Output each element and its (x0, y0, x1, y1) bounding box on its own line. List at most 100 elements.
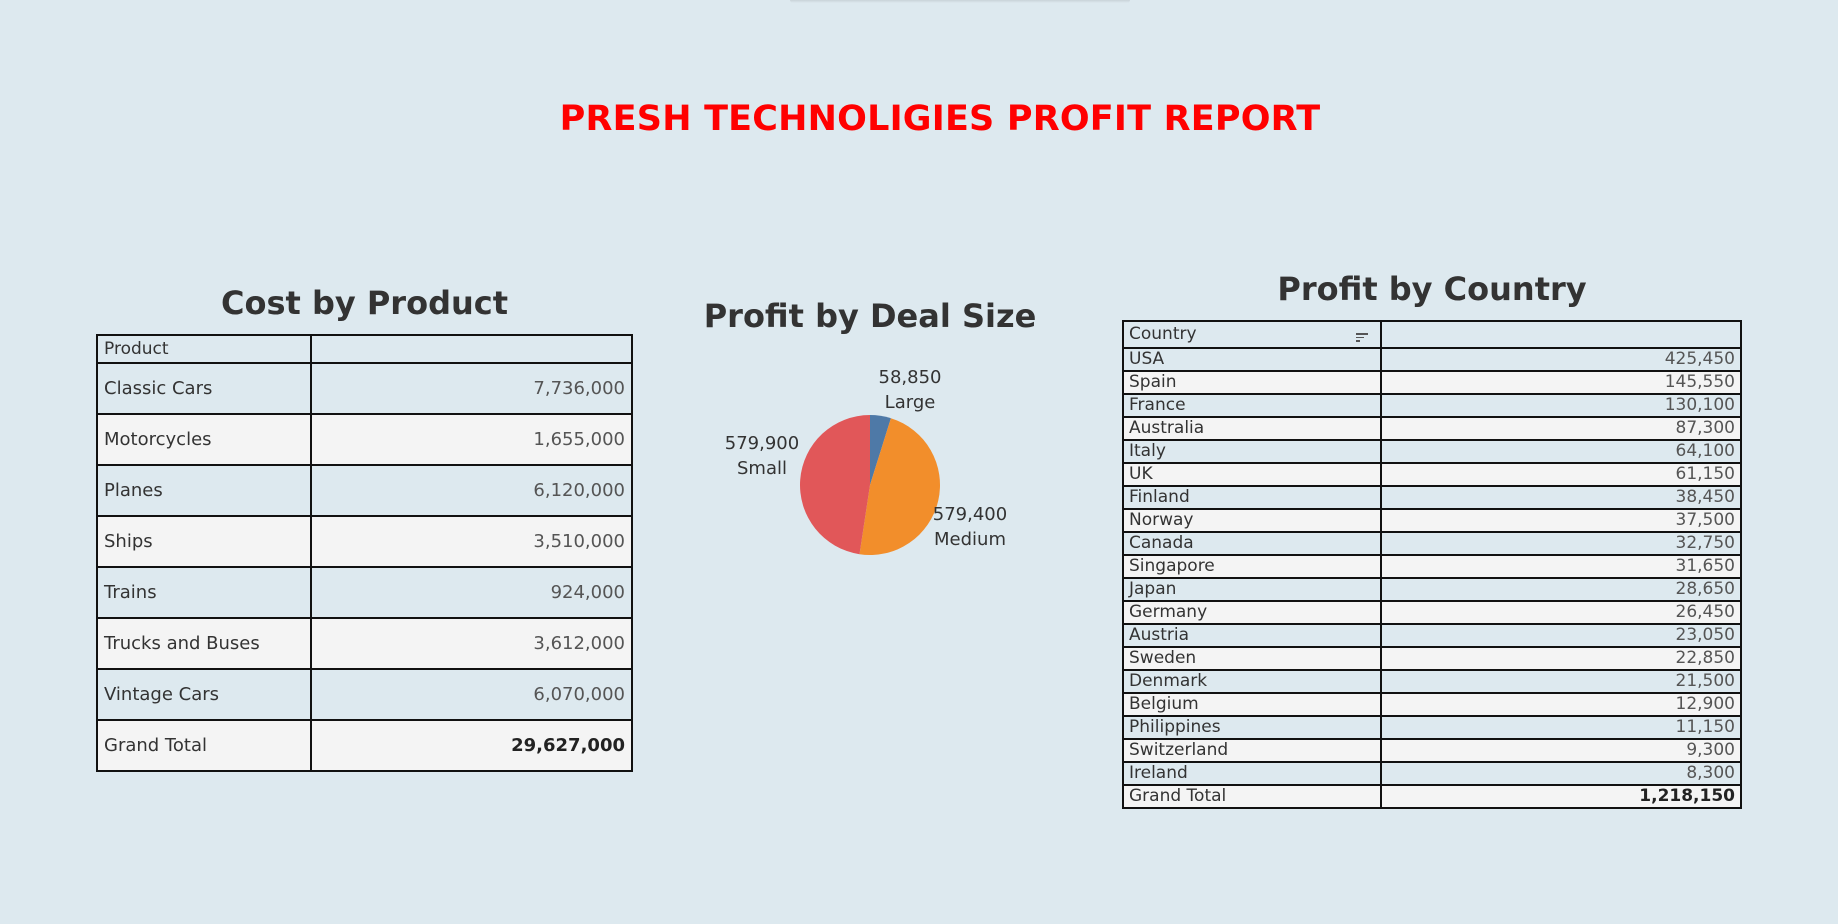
country-profit-cell: 12,900 (1380, 692, 1742, 717)
grand-total-label: Grand Total (1122, 784, 1382, 809)
cost-by-product-title: Cost by Product (220, 284, 509, 322)
country-profit-cell: 64,100 (1380, 439, 1742, 464)
product-cost-cell: 1,655,000 (310, 413, 633, 466)
table-row[interactable]: Philippines 11,150 (1122, 715, 1742, 740)
table-row[interactable]: Japan 28,650 (1122, 577, 1742, 602)
product-name-cell: Ships (96, 515, 312, 568)
grand-total-value: 29,627,000 (310, 719, 633, 772)
country-profit-cell: 23,050 (1380, 623, 1742, 648)
table-row[interactable]: Sweden 22,850 (1122, 646, 1742, 671)
pie-label-medium: 579,400 Medium (925, 502, 1015, 552)
value-column-header[interactable] (310, 334, 633, 364)
top-drag-handle[interactable] (790, 0, 1130, 3)
pie-slice-medium[interactable] (859, 418, 941, 555)
country-name-cell: Belgium (1122, 692, 1382, 717)
pie-label-large-value: 58,850 (878, 367, 942, 388)
country-header-label: Country (1129, 324, 1197, 344)
product-cost-cell: 3,510,000 (310, 515, 633, 568)
product-name-cell: Vintage Cars (96, 668, 312, 721)
product-name-cell: Planes (96, 464, 312, 517)
country-profit-cell: 61,150 (1380, 462, 1742, 487)
country-profit-cell: 8,300 (1380, 761, 1742, 786)
deal-size-pie-chart: 58,850 Large 579,400 Medium 579,900 Smal… (700, 350, 1040, 590)
grand-total-row[interactable]: Grand Total 29,627,000 (96, 719, 633, 772)
profit-by-country-table: Country USA 425,450 Spain 145,550 France 130,… (1122, 320, 1742, 809)
grand-total-row[interactable]: Grand Total 1,218,150 (1122, 784, 1742, 809)
product-cost-cell: 6,120,000 (310, 464, 633, 517)
country-profit-cell: 9,300 (1380, 738, 1742, 763)
product-name-cell: Trains (96, 566, 312, 619)
country-profit-cell: 11,150 (1380, 715, 1742, 740)
pie-label-medium-name: Medium (934, 529, 1006, 550)
country-name-cell: Australia (1122, 416, 1382, 441)
country-name-cell: France (1122, 393, 1382, 418)
table-row[interactable]: France 130,100 (1122, 393, 1742, 418)
table-row[interactable]: Germany 26,450 (1122, 600, 1742, 625)
table-row[interactable]: USA 425,450 (1122, 347, 1742, 372)
table-row[interactable]: Finland 38,450 (1122, 485, 1742, 510)
country-name-cell: Sweden (1122, 646, 1382, 671)
pie-slice-large[interactable] (870, 415, 891, 485)
table-row[interactable]: Trains 924,000 (96, 566, 633, 619)
table-row[interactable]: Italy 64,100 (1122, 439, 1742, 464)
country-name-cell: Italy (1122, 439, 1382, 464)
table-row[interactable]: Austria 23,050 (1122, 623, 1742, 648)
grand-total-label: Grand Total (96, 719, 312, 772)
country-profit-cell: 145,550 (1380, 370, 1742, 395)
product-cost-cell: 7,736,000 (310, 362, 633, 415)
table-row[interactable]: Denmark 21,500 (1122, 669, 1742, 694)
pie-label-small-name: Small (737, 458, 787, 479)
product-name-cell: Motorcycles (96, 413, 312, 466)
country-profit-cell: 425,450 (1380, 347, 1742, 372)
country-profit-cell: 87,300 (1380, 416, 1742, 441)
country-name-cell: USA (1122, 347, 1382, 372)
country-profit-cell: 37,500 (1380, 508, 1742, 533)
cost-by-product-table: Product Classic Cars 7,736,000 Motorcycles… (96, 334, 633, 772)
country-profit-cell: 32,750 (1380, 531, 1742, 556)
table-row[interactable]: Ireland 8,300 (1122, 761, 1742, 786)
table-row[interactable]: Canada 32,750 (1122, 531, 1742, 556)
table-row[interactable]: Belgium 12,900 (1122, 692, 1742, 717)
table-row[interactable]: Classic Cars 7,736,000 (96, 362, 633, 415)
country-profit-cell: 31,650 (1380, 554, 1742, 579)
product-column-header[interactable]: Product (96, 334, 312, 364)
table-row[interactable]: Motorcycles 1,655,000 (96, 413, 633, 466)
table-row[interactable]: Ships 3,510,000 (96, 515, 633, 568)
country-profit-cell: 130,100 (1380, 393, 1742, 418)
table-row[interactable]: Australia 87,300 (1122, 416, 1742, 441)
sort-descending-icon[interactable] (1356, 333, 1368, 342)
table-row[interactable]: Planes 6,120,000 (96, 464, 633, 517)
country-name-cell: Finland (1122, 485, 1382, 510)
country-profit-cell: 21,500 (1380, 669, 1742, 694)
pie-label-large: 58,850 Large (870, 365, 950, 415)
table-row[interactable]: Switzerland 9,300 (1122, 738, 1742, 763)
product-name-cell: Classic Cars (96, 362, 312, 415)
table-row[interactable]: Norway 37,500 (1122, 508, 1742, 533)
table-row[interactable]: Spain 145,550 (1122, 370, 1742, 395)
country-name-cell: Austria (1122, 623, 1382, 648)
profit-column-header[interactable] (1380, 320, 1742, 349)
pie-label-large-name: Large (884, 392, 936, 413)
country-column-header[interactable]: Country (1122, 320, 1382, 349)
country-profit-cell: 28,650 (1380, 577, 1742, 602)
product-cost-cell: 924,000 (310, 566, 633, 619)
country-profit-cell: 22,850 (1380, 646, 1742, 671)
table-row[interactable]: Trucks and Buses 3,612,000 (96, 617, 633, 670)
profit-by-deal-size-title: Profit by Deal Size (703, 297, 1037, 335)
table-row[interactable]: Singapore 31,650 (1122, 554, 1742, 579)
country-name-cell: Philippines (1122, 715, 1382, 740)
country-name-cell: Ireland (1122, 761, 1382, 786)
profit-by-country-title: Profit by Country (1277, 270, 1587, 308)
product-cost-cell: 6,070,000 (310, 668, 633, 721)
country-name-cell: Switzerland (1122, 738, 1382, 763)
table-row[interactable]: Vintage Cars 6,070,000 (96, 668, 633, 721)
country-table-body: USA 425,450 Spain 145,550 France 130,100 Austr… (1122, 347, 1742, 809)
report-title: PRESH TECHNOLIGIES PROFIT REPORT (559, 99, 1321, 139)
pie-label-small: 579,900 Small (722, 431, 802, 481)
table-row[interactable]: UK 61,150 (1122, 462, 1742, 487)
country-name-cell: Germany (1122, 600, 1382, 625)
pie-label-small-value: 579,900 (724, 433, 800, 454)
pie-slice-small[interactable] (800, 415, 870, 555)
country-name-cell: Canada (1122, 531, 1382, 556)
